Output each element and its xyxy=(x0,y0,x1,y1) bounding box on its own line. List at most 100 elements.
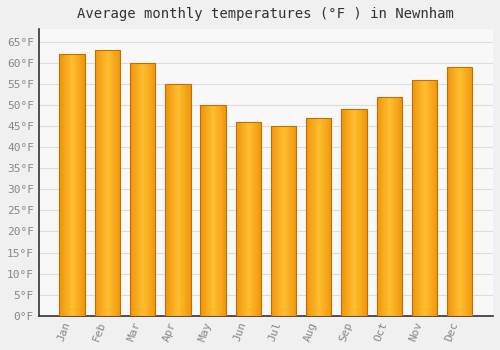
Bar xyxy=(290,126,291,316)
Bar xyxy=(282,126,284,316)
Bar xyxy=(328,118,329,316)
Bar xyxy=(385,97,386,316)
Bar xyxy=(246,122,248,316)
Bar xyxy=(271,126,272,316)
Bar xyxy=(225,105,226,316)
Bar xyxy=(276,126,277,316)
Bar xyxy=(350,109,352,316)
Bar xyxy=(319,118,320,316)
Bar xyxy=(434,80,436,316)
Bar xyxy=(364,109,365,316)
Bar xyxy=(414,80,415,316)
Bar xyxy=(216,105,218,316)
Bar xyxy=(222,105,223,316)
Bar xyxy=(465,67,466,316)
Bar xyxy=(280,126,281,316)
Bar xyxy=(365,109,366,316)
Bar xyxy=(249,122,250,316)
Bar xyxy=(392,97,394,316)
Bar xyxy=(343,109,344,316)
Bar xyxy=(105,50,106,316)
Bar xyxy=(386,97,388,316)
Bar xyxy=(257,122,258,316)
Bar xyxy=(106,50,108,316)
Bar xyxy=(360,109,361,316)
Bar xyxy=(342,109,343,316)
Bar xyxy=(70,54,72,316)
Bar xyxy=(424,80,426,316)
Bar xyxy=(146,63,147,316)
Bar xyxy=(166,84,167,316)
Bar xyxy=(180,84,181,316)
Bar xyxy=(167,84,168,316)
Bar xyxy=(244,122,245,316)
Bar xyxy=(358,109,359,316)
Bar xyxy=(291,126,292,316)
Bar xyxy=(278,126,280,316)
Bar xyxy=(450,67,452,316)
Bar xyxy=(346,109,348,316)
Bar xyxy=(62,54,63,316)
Bar xyxy=(342,109,366,316)
Bar xyxy=(312,118,313,316)
Bar xyxy=(415,80,416,316)
Bar xyxy=(362,109,364,316)
Bar xyxy=(144,63,145,316)
Bar xyxy=(61,54,62,316)
Bar xyxy=(463,67,464,316)
Bar xyxy=(390,97,391,316)
Title: Average monthly temperatures (°F ) in Newnham: Average monthly temperatures (°F ) in Ne… xyxy=(78,7,454,21)
Bar xyxy=(317,118,318,316)
Bar xyxy=(310,118,311,316)
Bar xyxy=(396,97,397,316)
Bar xyxy=(200,105,226,316)
Bar xyxy=(139,63,140,316)
Bar xyxy=(203,105,204,316)
Bar xyxy=(115,50,116,316)
Bar xyxy=(272,126,274,316)
Bar xyxy=(73,54,74,316)
Bar xyxy=(462,67,463,316)
Bar xyxy=(243,122,244,316)
Bar xyxy=(98,50,99,316)
Bar xyxy=(287,126,288,316)
Bar xyxy=(359,109,360,316)
Bar xyxy=(96,50,97,316)
Bar xyxy=(151,63,152,316)
Bar xyxy=(187,84,188,316)
Bar xyxy=(238,122,239,316)
Bar xyxy=(141,63,142,316)
Bar xyxy=(177,84,178,316)
Bar xyxy=(72,54,73,316)
Bar xyxy=(452,67,453,316)
Bar xyxy=(466,67,468,316)
Bar xyxy=(460,67,462,316)
Bar xyxy=(202,105,203,316)
Bar xyxy=(448,67,450,316)
Bar xyxy=(311,118,312,316)
Bar xyxy=(68,54,69,316)
Bar xyxy=(379,97,380,316)
Bar xyxy=(218,105,219,316)
Bar xyxy=(307,118,308,316)
Bar xyxy=(285,126,286,316)
Bar xyxy=(378,97,379,316)
Bar xyxy=(242,122,243,316)
Bar xyxy=(140,63,141,316)
Bar xyxy=(426,80,427,316)
Bar xyxy=(401,97,402,316)
Bar xyxy=(380,97,381,316)
Bar xyxy=(170,84,171,316)
Bar xyxy=(318,118,319,316)
Bar xyxy=(354,109,355,316)
Bar xyxy=(130,63,131,316)
Bar xyxy=(173,84,174,316)
Bar xyxy=(245,122,246,316)
Bar xyxy=(349,109,350,316)
Bar xyxy=(255,122,256,316)
Bar xyxy=(112,50,114,316)
Bar xyxy=(189,84,190,316)
Bar xyxy=(323,118,324,316)
Bar xyxy=(79,54,80,316)
Bar xyxy=(224,105,225,316)
